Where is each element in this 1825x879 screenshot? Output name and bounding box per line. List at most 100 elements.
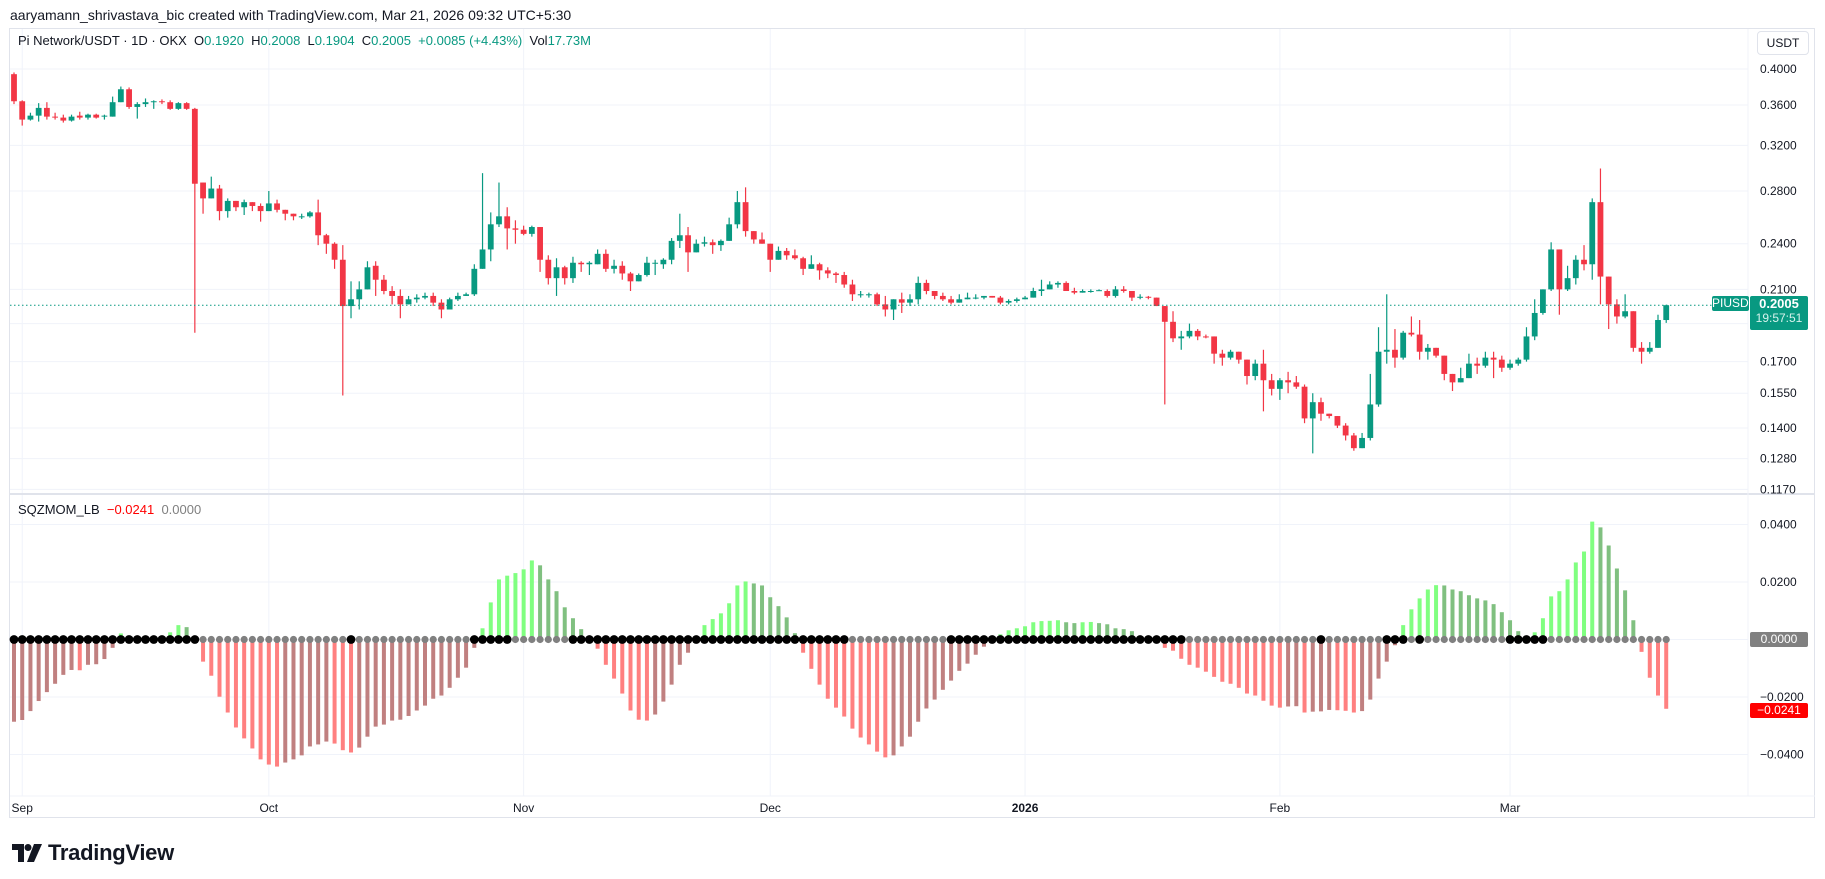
squeeze-on-dot [1135,635,1145,644]
candle-body [191,108,198,184]
currency-button[interactable]: USDT [1757,31,1809,55]
squeeze-off-dot [1580,635,1588,644]
high-label: H [251,33,261,48]
candle-body [1194,330,1201,337]
indicator-legend[interactable]: SQZMOM_LB −0.0241 0.0000 [18,502,201,517]
squeeze-on-dot [1538,635,1548,644]
momentum-bar-falling [579,629,584,640]
squeeze-off-dot [1342,635,1350,644]
candle-up [718,239,724,251]
open-value: 0.1920 [204,33,244,48]
squeeze-off-dot [1432,635,1440,644]
candle-up [1096,289,1102,292]
momentum-bar-rising [1409,609,1414,640]
candle-up [471,264,478,296]
candle-body [372,265,379,280]
momentum-bar-falling [1351,639,1356,713]
candle-up [972,294,979,300]
squeeze-on-dot [601,635,611,644]
candle-down [1194,329,1201,341]
candle-down [233,200,239,212]
candle-up [487,212,494,262]
momentum-bar-rising [488,602,493,640]
candle-body [1548,249,1555,290]
candle-body [307,212,313,217]
squeeze-on-dot [1004,635,1014,644]
squeeze-off-dot [363,635,372,644]
candle-body [1129,291,1135,298]
squeeze-on-dot [1012,635,1022,644]
candle-body [35,107,42,116]
squeeze-on-dot [469,635,479,644]
momentum-bar-falling [570,618,575,640]
squeeze-off-dot [330,635,339,644]
candle-body [1581,259,1587,265]
candle-body [1605,276,1612,305]
candle-down [430,292,437,307]
candle-body [1120,289,1127,292]
candle-body [586,262,593,265]
candle-body [1449,373,1456,383]
candle-up [915,276,922,305]
close-label: C [361,33,372,48]
candle-body [923,282,930,292]
momentum-bar-falling [809,639,814,669]
candle-down [742,187,749,237]
candle-up [907,294,913,307]
candle-down [874,292,880,307]
candle-body [1540,289,1546,313]
candle-up [1046,281,1053,290]
zero-line-badge: 0.0000 [1750,632,1808,647]
squeeze-on-dot [658,635,668,644]
squeeze-off-dot [215,635,224,644]
momentum-bar-falling [603,639,608,665]
squeeze-on-dot [182,635,192,644]
candle-body [1408,332,1415,335]
candle-down [504,207,511,250]
symbol-badge: PIUSDT [1712,296,1757,311]
squeeze-off-dot [939,635,947,644]
candle-body [611,265,617,269]
squeeze-on-dot [1513,635,1523,644]
candle-down [685,227,691,272]
candle-body [1614,304,1620,317]
candle-down [1326,413,1333,419]
squeeze-off-dot [520,635,528,644]
squeeze-on-dot [1152,635,1161,644]
momentum-bar-rising [398,639,403,720]
tradingview-logo[interactable]: TradingView [12,840,174,866]
momentum-bar-falling [883,639,888,758]
candle-body [150,101,157,103]
squeeze-off-dot [906,635,914,644]
momentum-bar-rising [924,639,929,709]
main-legend[interactable]: Pi Network/USDT · 1D · OKX O0.1920 H0.20… [18,33,591,48]
squeeze-on-dot [732,635,742,644]
momentum-bar-rising [1014,628,1019,640]
candle-up [413,294,420,303]
squeeze-off-dot [1226,635,1235,644]
momentum-bar-rising [1565,579,1570,640]
candle-up [1055,281,1061,288]
momentum-bar-rising [1055,620,1060,640]
candle-body [865,294,872,296]
squeeze-on-dot [815,635,824,644]
momentum-bar-rising [653,639,658,715]
momentum-bar-rising [324,639,329,742]
price-axis-label: 0.3200 [1760,138,1797,152]
candle-body [85,114,91,118]
candle-body [290,213,297,217]
candle-up [981,295,987,300]
candle-body [323,235,330,244]
candle-down [1614,299,1620,324]
squeeze-on-dot [675,635,685,644]
price-axis-label: 0.2400 [1760,237,1797,251]
candle-up [734,190,741,229]
candle-body [1046,284,1053,290]
candle-body [1186,330,1193,337]
candle-down [578,261,585,272]
squeeze-off-dot [1210,635,1218,644]
squeeze-off-dot [1490,635,1498,644]
squeeze-on-dot [626,635,635,644]
momentum-bar-rising [12,639,16,722]
